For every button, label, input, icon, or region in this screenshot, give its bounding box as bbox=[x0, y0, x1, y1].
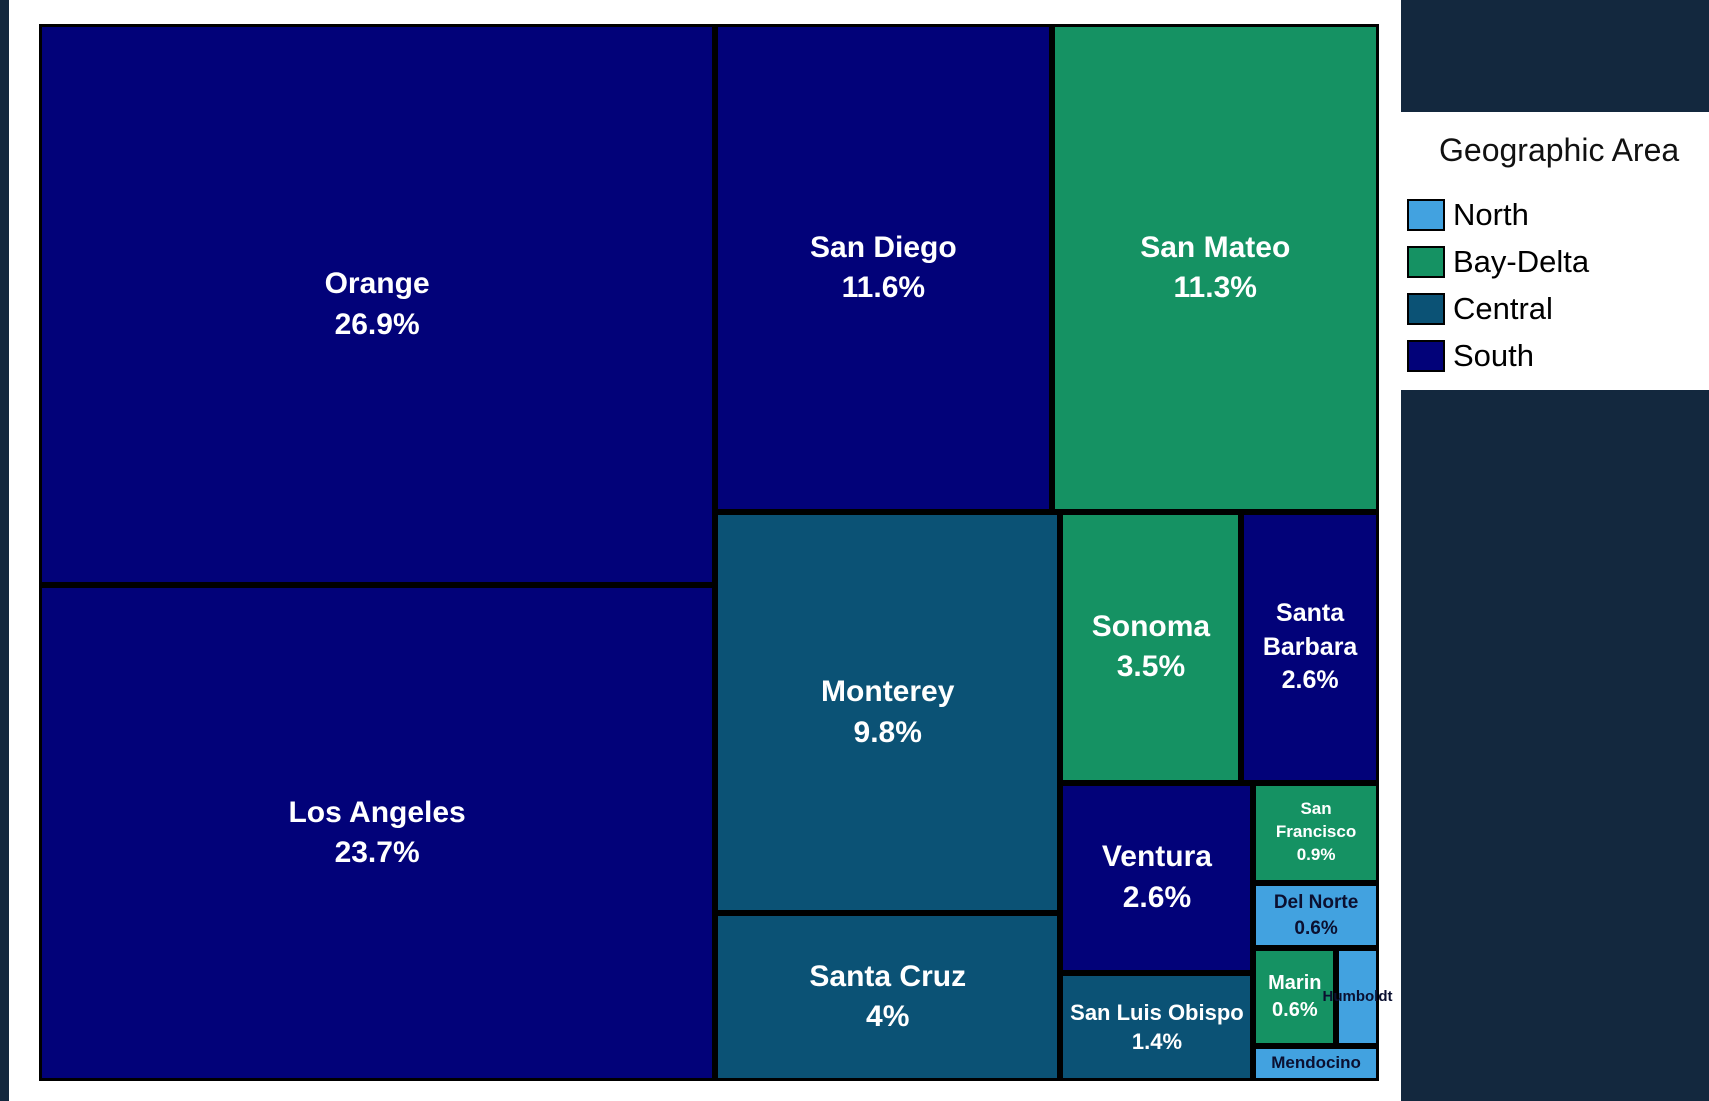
tile-value: 11.3% bbox=[1173, 271, 1257, 305]
tile: San Mateo 11.3% bbox=[1051, 23, 1379, 513]
tile: Sonoma 3.5% bbox=[1060, 512, 1242, 783]
tile-label: Los Angeles bbox=[288, 795, 466, 829]
tile-label: San Diego bbox=[810, 230, 957, 264]
legend-swatch bbox=[1407, 340, 1445, 372]
legend-swatch bbox=[1407, 199, 1445, 231]
tile: Mendocino bbox=[1253, 1046, 1379, 1082]
tile-label: Monterey bbox=[821, 675, 955, 709]
legend-title: Geographic Area bbox=[1439, 132, 1680, 168]
tile-label: Sonoma bbox=[1091, 609, 1211, 643]
legend-label: North bbox=[1453, 197, 1529, 232]
tile-label: Humboldt bbox=[1322, 988, 1393, 1006]
tile: Santa Barbara 2.6% bbox=[1241, 512, 1379, 783]
tile: Orange 26.9% bbox=[39, 23, 715, 586]
tile: San Luis Obispo 1.4% bbox=[1060, 973, 1254, 1082]
tile: Santa Cruz 4% bbox=[714, 913, 1061, 1082]
tile-value: 0.6% bbox=[1294, 917, 1338, 939]
tile-value: 11.6% bbox=[841, 271, 926, 305]
tile-value: 23.7% bbox=[334, 836, 420, 870]
tile: San Diego 11.6% bbox=[714, 23, 1052, 513]
tile-label: Ventura bbox=[1101, 840, 1212, 874]
tile-label: Orange bbox=[324, 267, 430, 301]
tile-label: Del Norte bbox=[1273, 891, 1359, 913]
tile: Los Angeles 23.7% bbox=[39, 585, 715, 1082]
tile-value: 0.9% bbox=[1296, 845, 1336, 865]
tile-value: 0.6% bbox=[1272, 999, 1318, 1022]
tile: San Francisco 0.9% bbox=[1253, 782, 1379, 883]
tile-label: Mendocino bbox=[1271, 1053, 1361, 1073]
tile-label: San Mateo bbox=[1140, 230, 1291, 264]
legend-label: South bbox=[1453, 338, 1535, 373]
tile-label: Santa Barbara bbox=[1262, 598, 1358, 661]
tile: Monterey 9.8% bbox=[714, 512, 1061, 914]
legend-label: Bay-Delta bbox=[1453, 244, 1590, 279]
legend-swatch bbox=[1407, 293, 1445, 325]
legend: Geographic Area North Bay-Delta Central Sou… bbox=[1401, 112, 1709, 390]
tile-label: Santa Cruz bbox=[809, 959, 967, 993]
tile-label: San Luis Obispo bbox=[1070, 999, 1244, 1025]
tile: Del Norte 0.6% bbox=[1253, 882, 1379, 949]
tile-value: 1.4% bbox=[1131, 1029, 1183, 1055]
tile: Humboldt bbox=[1323, 948, 1392, 1047]
tile-value: 26.9% bbox=[334, 307, 420, 341]
tile-label: San Francisco bbox=[1275, 799, 1357, 842]
tile-value: 9.8% bbox=[853, 715, 922, 749]
legend-label: Central bbox=[1453, 291, 1553, 326]
tile-value: 2.6% bbox=[1122, 880, 1192, 914]
tile-label: Marin bbox=[1268, 972, 1322, 995]
tile-value: 4% bbox=[866, 1000, 910, 1034]
legend-swatch bbox=[1407, 246, 1445, 278]
tile: Ventura 2.6% bbox=[1060, 782, 1254, 974]
tile-value: 3.5% bbox=[1116, 650, 1186, 684]
tile-value: 2.6% bbox=[1281, 666, 1339, 695]
tile: Marin 0.6% bbox=[1253, 948, 1337, 1047]
